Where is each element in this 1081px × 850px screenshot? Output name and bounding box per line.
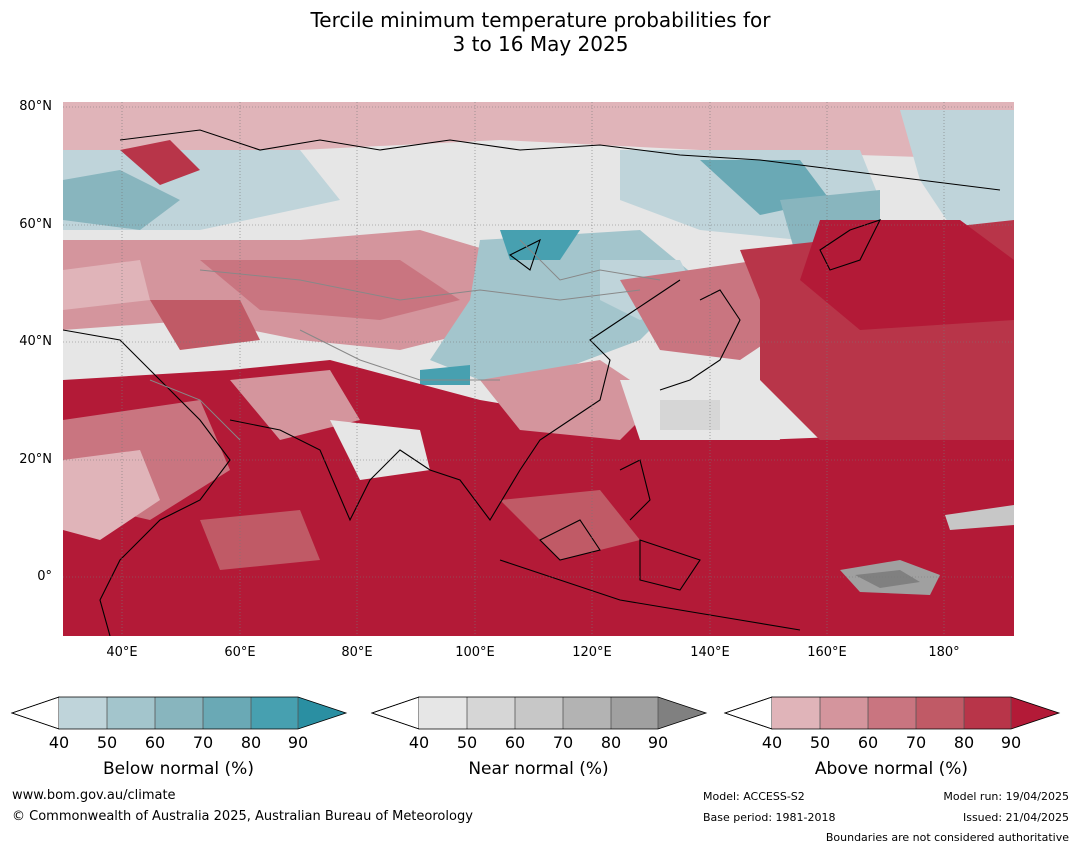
lon-label-140e: 140°E xyxy=(690,645,730,660)
near-tick-60: 60 xyxy=(504,733,526,752)
near-normal-label: Near normal (%) xyxy=(468,759,609,779)
below-tick-50: 50 xyxy=(96,733,118,752)
lat-label-60n: 60°N xyxy=(19,217,52,232)
below-tick-90: 90 xyxy=(287,733,309,752)
boundaries-disclaimer: Boundaries are not considered authoritat… xyxy=(825,831,1069,844)
model-text: Model: ACCESS-S2 xyxy=(703,790,805,803)
lon-label-160e: 160°E xyxy=(807,645,847,660)
lon-label-80e: 80°E xyxy=(341,645,373,660)
below-tick-40: 40 xyxy=(48,733,70,752)
lon-label-120e: 120°E xyxy=(572,645,612,660)
map-title: Tercile minimum temperature probabilitie… xyxy=(0,8,1081,56)
near-tick-40: 40 xyxy=(408,733,430,752)
below-tick-80: 80 xyxy=(240,733,262,752)
copyright-text: © Commonwealth of Australia 2025, Austra… xyxy=(12,809,473,824)
colorbar-above xyxy=(723,696,1061,730)
colorbar-near xyxy=(370,696,708,730)
model-run-text: Model run: 19/04/2025 xyxy=(943,790,1069,803)
below-tick-60: 60 xyxy=(144,733,166,752)
map-field xyxy=(63,102,1014,636)
near-tick-70: 70 xyxy=(552,733,574,752)
lon-label-180: 180° xyxy=(928,645,960,660)
above-tick-70: 70 xyxy=(905,733,927,752)
colorbar-below xyxy=(10,696,348,730)
lat-label-0: 0° xyxy=(37,569,52,584)
coastlines xyxy=(63,129,1001,636)
near-tick-90: 90 xyxy=(647,733,669,752)
above-normal-label: Above normal (%) xyxy=(814,759,969,779)
below-tick-70: 70 xyxy=(192,733,214,752)
gridlines xyxy=(63,102,1014,636)
above-tick-40: 40 xyxy=(761,733,783,752)
title-line-2: 3 to 16 May 2025 xyxy=(452,32,629,56)
country-borders xyxy=(149,239,661,441)
above-tick-90: 90 xyxy=(1000,733,1022,752)
near-tick-80: 80 xyxy=(600,733,622,752)
lat-label-40n: 40°N xyxy=(19,334,52,349)
lat-label-20n: 20°N xyxy=(19,452,52,467)
base-period-text: Base period: 1981-2018 xyxy=(703,811,836,824)
lon-label-60e: 60°E xyxy=(224,645,256,660)
above-tick-80: 80 xyxy=(953,733,975,752)
near-tick-50: 50 xyxy=(456,733,478,752)
issued-text: Issued: 21/04/2025 xyxy=(962,811,1069,824)
below-normal-label: Below normal (%) xyxy=(103,759,254,779)
bom-url-link[interactable]: www.bom.gov.au/climate xyxy=(12,788,176,803)
lon-label-40e: 40°E xyxy=(106,645,138,660)
above-tick-60: 60 xyxy=(857,733,879,752)
above-tick-50: 50 xyxy=(809,733,831,752)
lon-label-100e: 100°E xyxy=(455,645,495,660)
lat-label-80n: 80°N xyxy=(19,99,52,114)
title-line-1: Tercile minimum temperature probabilitie… xyxy=(310,8,771,32)
